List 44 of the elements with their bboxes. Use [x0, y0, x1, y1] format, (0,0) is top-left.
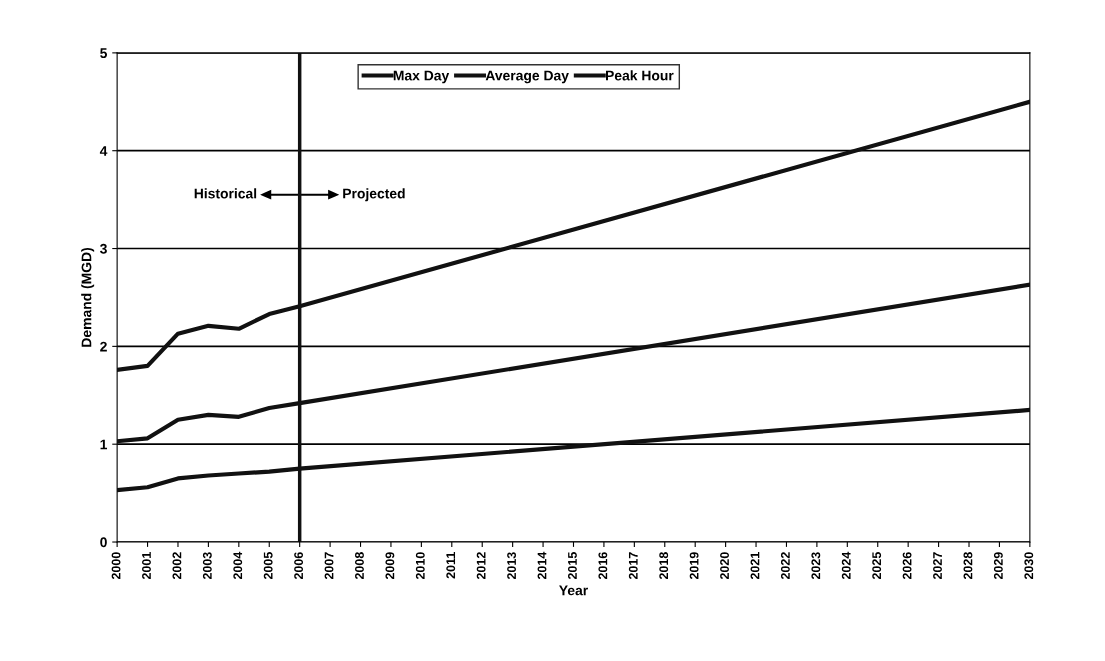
x-tick-label: 2002: [172, 552, 182, 580]
x-tick-label: 2018: [659, 552, 669, 580]
x-tick-label: 2009: [385, 552, 395, 580]
x-tick-label: 2030: [1024, 552, 1034, 580]
y-tick-label: 4: [99, 146, 108, 156]
legend-label: Average Day: [485, 70, 569, 84]
x-axis-title: Year: [559, 585, 588, 596]
x-tick-label: 2014: [537, 551, 547, 580]
x-tick-label: 2017: [628, 552, 638, 580]
y-tick-label: 0: [100, 537, 107, 548]
y-tick-label: 2: [100, 341, 107, 352]
x-tick-label: 2016: [598, 552, 608, 580]
x-tick-label: 2023: [811, 552, 821, 580]
x-tick-label: 2005: [263, 552, 273, 580]
y-axis-title: Demand (MGD): [81, 247, 95, 347]
x-tick-label: 2021: [750, 552, 760, 580]
x-tick-label: 2024: [841, 551, 851, 580]
x-tick-label: 2008: [355, 552, 364, 580]
x-tick-label: 2013: [507, 552, 517, 580]
x-tick-label: 2029: [993, 552, 1003, 580]
x-tick-label: 2001: [142, 552, 151, 580]
x-tick-label: 2010: [415, 552, 425, 580]
y-tick-label: 3: [100, 243, 107, 254]
y-tick-label: 5: [100, 48, 108, 59]
x-tick-label: 2007: [324, 552, 334, 580]
x-tick-label: 2015: [568, 552, 577, 580]
x-tick-label: 2028: [963, 552, 973, 580]
x-tick-label: 2006: [294, 552, 304, 580]
legend-label: Peak Hour: [606, 70, 674, 81]
x-tick-label: 2020: [720, 552, 729, 580]
annotation: Historical: [194, 188, 257, 199]
annotation: Projected: [343, 188, 405, 202]
x-tick-label: 2019: [689, 552, 699, 580]
x-tick-label: 2027: [933, 552, 942, 580]
x-tick-label: 2004: [233, 551, 243, 580]
y-tick-label: 1: [100, 439, 108, 450]
x-tick-label: 2025: [872, 552, 882, 580]
legend-label: Max Day: [393, 70, 450, 84]
x-tick-label: 2000: [111, 552, 121, 580]
x-tick-label: 2011: [446, 552, 456, 579]
x-tick-label: 2012: [476, 552, 486, 580]
x-tick-label: 2026: [902, 552, 912, 580]
x-tick-label: 2003: [202, 552, 212, 580]
x-tick-label: 2022: [780, 552, 790, 580]
